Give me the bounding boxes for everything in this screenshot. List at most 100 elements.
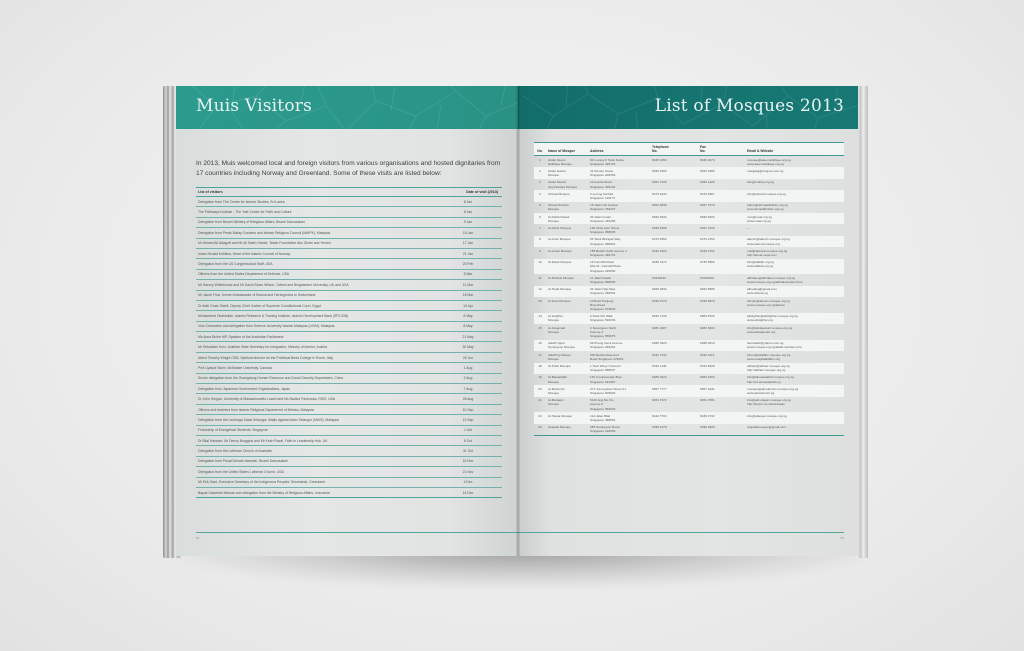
mosque-fax: 6735 5580 [698,258,745,275]
mosque-telephone: 6846 8434 [650,213,698,225]
visitor-row: Delegation from Japanese Government Orga… [196,383,502,395]
visit-date: 30 May [434,341,502,353]
visitor-row: Ms Anna Burke MP, Speaker of the Austral… [196,331,502,343]
mosque-email-website: alistighfar@alistighfar.mosque.org.sg www… [745,312,844,325]
visitor-name: Delegation from The Centre for Islamic S… [196,196,434,208]
mosque-address: 271 Jurong East Street 21 Singapore 60960… [588,385,650,397]
mosque-address: 11A Jalan Bilal Singapore 468862 [588,412,650,424]
mosque-address: 50 Telok Blangah Way Singapore 098801 [588,235,650,248]
geometric-pattern-icon [191,86,518,129]
visitor-row: Senior delegation from the Guangdong Hum… [196,373,502,385]
mosque-number: 5 [539,203,541,208]
mosque-telephone: 6281 4287 [652,325,667,330]
visit-date: 9 Jan [434,217,502,229]
visitor-name: Delegation from Brunei Ministry of Relig… [196,217,434,229]
mosque-row: 14 Al-Istighfar Mosque 2 Pasir Ris Walk Sing… [534,312,844,325]
mosque-name: Al-Abrar Mosque [548,225,572,230]
mosque-telephone: 6295 1478 [650,423,698,437]
visitor-row: Mr Jacob Finci, former Ambassador of Bos… [196,290,502,301]
mosque-email-website: inbox@alkaffkm.mosque.org.sg www.masjidal… [747,352,791,361]
visit-date: 8 Jan [434,196,502,208]
visitor-name: Dr Adel Omar Sherif, Deputy Chief Justic… [196,300,434,312]
visit-date: 21 Nov [434,466,502,478]
visitor-row: Mr Ahmad Ali Alsagoff and Mr Ali Saleh H… [196,238,502,249]
mosque-name: Al-Amin Mosque [546,235,588,248]
mosque-telephone: 6280 0320 [650,339,698,352]
mosque-telephone: 6272 5359 [650,235,698,248]
visitor-row: Delegation from the Lembaga Zakat Selang… [196,414,502,426]
visitor-row: Mohammed Obaidullah, Islamic Research & … [196,310,502,322]
mosque-row: 11 Al-Firdaus Mosque 11 Jalan Ibadat Singap… [534,274,844,285]
visit-date: 21 May [434,331,502,343]
col-date: Date of visit (2013) [434,187,502,197]
visit-date: 17 Jan [434,238,502,249]
mosque-telephone: 6479 6442 [650,190,698,202]
mosque-fax: 6283 3204 [700,325,715,330]
visitor-name: Delegation from the Lutheran Church of A… [196,445,434,457]
mosque-fax: 6270 2153 [698,235,745,248]
mosque-row: 9 Al-Ansar Mosque 155 Bedok North Avenue 1… [534,247,844,258]
visit-date: 26 Aug [434,393,502,405]
mosque-name: Al-Firdaus Mosque [548,275,574,280]
mosque-row: 5 Ahmad Ibrahim Mosque 15 Jalan Ulu Seletar… [534,202,844,213]
mosque-row: 18 Al-Khair Mosque 1 Teck Whye Crescent Sin… [534,362,844,374]
visitor-row: Mr Erik Gant, Executive Secretary of the… [196,477,502,488]
mosques-table: No. Name of Mosque Address Telephone No.… [534,142,844,437]
mosque-row: 2 Abdul Gafoor Mosque 41 Dunlop Street Singa… [534,167,844,179]
geometric-pattern-icon [522,86,858,129]
mosque-email-website: aliman@aliman.mosque.org.sg www.mosque.or… [747,298,790,307]
mosque-row: 4 Ahmad Mosque 2 Lorong Sarhad Singapore 11… [534,190,844,202]
visit-date: 13 Sep [434,414,502,426]
mosque-address: 90 Lorong K Telok Kurau Singapore 425723 [590,157,624,166]
mosque-number: 17 [538,352,542,357]
mosque-name: Al-Istighfar Mosque [546,312,588,325]
mosque-email-website: — [747,225,751,230]
mosque-name: Al-Falah Mosque [546,258,588,275]
mosque-address: 30 Jalan Ismail Singapore 419285 [588,213,650,225]
visitor-name: Mohammed Obaidullah, Islamic Research & … [196,310,434,322]
visitor-name: Delegation from the Lembaga Zakat Selang… [196,414,434,426]
visit-date: 18 Mar [434,290,502,301]
visitor-name: Officers from the United States Departme… [196,269,434,281]
mosque-fax: 67625320 [700,275,714,280]
visitors-table-header: List of visitors Date of visit (2013) [196,187,502,197]
mosque-telephone: 67646334 [652,275,666,280]
mosque-telephone: 6567 7777 [650,385,698,397]
visit-date: 6 May [434,310,502,322]
visit-date: 14 Dec [434,487,502,499]
mosque-row: 7 Al-Abrar Mosque 192 Telok Ayer Street Sin… [534,224,844,235]
mosque-name: Al-Huda Mosque [546,285,588,298]
mosque-number: 1 [539,157,541,162]
page-number: 83 [840,536,844,540]
mosque-address: 265 Serangoon Road Singapore 218099 [588,423,650,437]
mosque-name: Al-Mawaddah Mosque [548,375,567,384]
mosque-email-website: info@almuttaqin.mosque.org.sg http://tiny… [747,398,791,407]
mosque-email-website: mail@alansar.mosque.org.sg http://ansar.n… [747,248,788,257]
mosque-email-website: alfirdaus@alfirdaus.mosque.org.sg www.mos… [747,275,803,284]
visit-date: 15 Jan [434,227,502,239]
visitor-row: Abbot Timothy Wright OSB, Spiritual dire… [196,352,502,364]
mosque-fax: 6583 8722 [698,312,745,325]
mosque-row: 15 Al-Istiqamah Mosque 2 Serangoon North Ave… [534,324,844,340]
mosque-row: 23 Angullia Mosque 265 Serangoon Road Singa… [534,423,844,437]
mosque-name: Abdul Gafoor Mosque [546,167,588,179]
mosque-fax: 6763 6028 [698,362,745,374]
visit-date: 10 Sep [434,404,502,416]
mosque-telephone: 6489 0224 [652,375,667,380]
mosque-number: 9 [539,248,541,253]
left-header-band: Muis Visitors [176,86,518,129]
mosque-address: 41 Dunlop Street Singapore 209369 [588,167,650,179]
visit-date: 8 Jan [434,206,502,218]
mosque-fax: 6299 3928 [698,423,745,437]
visitor-row: Delegation from Brunei Ministry of Relig… [196,217,502,229]
mosque-fax: 6345 0274 [700,157,715,162]
mosque-name: Abdul Aleem Siddique Mosque [548,157,572,166]
col-no: No. [534,142,546,156]
mosque-email-website: fauzsalleh@yahoo.com.sg www.mosque.org.sg… [745,339,844,352]
visitor-name: Senior delegation from the Guangdong Hum… [196,373,434,385]
visitor-name: Mr Erik Gant, Executive Secretary of the… [196,477,434,488]
visitor-row: Vice-Chancellor and delegation from Scie… [196,321,502,333]
mosque-address: 2 Pasir Ris Walk Singapore 518239 [588,312,650,325]
mosque-address: 192 Telok Ayer Street Singapore 068635 [590,225,620,235]
mosque-name: Ahmad Mosque [546,190,588,202]
